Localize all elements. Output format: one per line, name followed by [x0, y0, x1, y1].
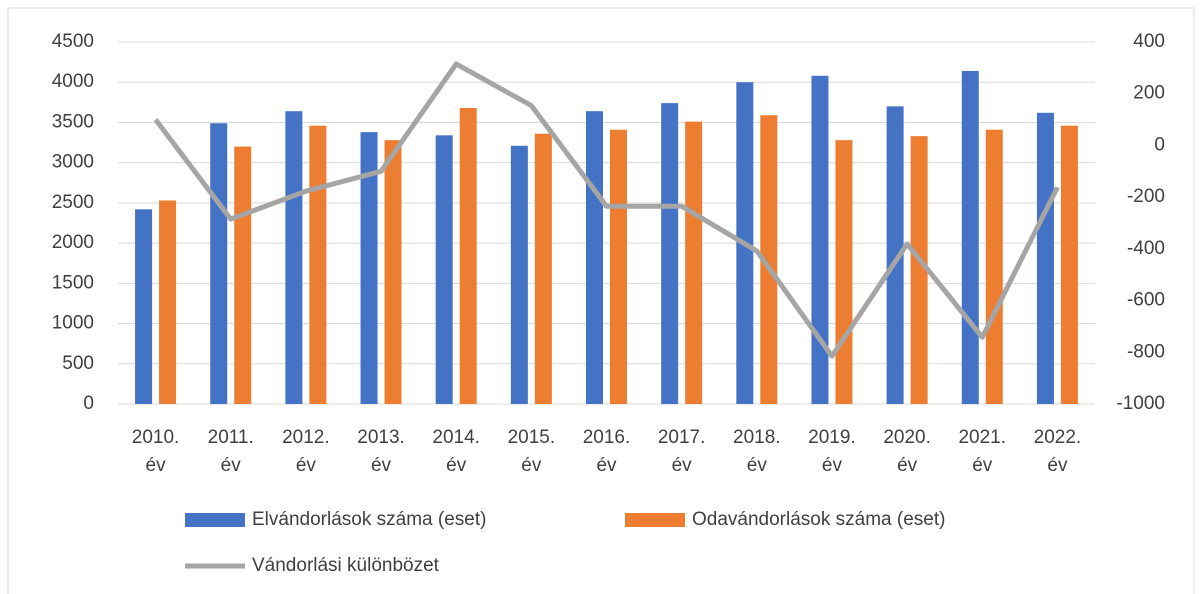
- x-tick-label: 2012. év: [282, 427, 330, 476]
- bar: [586, 111, 603, 404]
- x-tick-label: 2014. év: [432, 427, 480, 476]
- bar: [661, 103, 679, 404]
- x-tick-label: 2022. év: [1033, 427, 1082, 476]
- y-tick-label: 2500: [52, 192, 94, 213]
- x-tick-label: 2021. év: [958, 427, 1007, 476]
- x-tick-label: 2020. év: [883, 427, 931, 476]
- bar: [285, 111, 303, 404]
- x-tick-label: 2015. év: [507, 427, 556, 476]
- y-tick-label: 1500: [52, 272, 94, 293]
- y-tick-label: 4500: [52, 31, 94, 52]
- bar: [961, 70, 979, 405]
- chart-border: [7, 7, 1195, 594]
- bar: [985, 129, 1003, 404]
- bar: [210, 123, 228, 404]
- y2-tick-label: -600: [1127, 290, 1165, 311]
- y-tick-label: 2000: [52, 232, 94, 253]
- bar: [309, 125, 327, 404]
- x-tick-label: 2010. év: [131, 427, 180, 476]
- y2-tick-label: -200: [1127, 186, 1165, 207]
- x-tick-label: 2011. év: [207, 427, 254, 476]
- line-series: [153, 61, 1060, 359]
- bar: [384, 140, 402, 405]
- bar: [510, 145, 528, 405]
- bar: [886, 106, 904, 404]
- y2-tick-label: -400: [1127, 238, 1165, 259]
- bar: [534, 133, 552, 404]
- bar: [685, 121, 703, 404]
- y-tick-label: 3500: [52, 111, 94, 132]
- x-tick-label: 2016. év: [582, 427, 631, 476]
- y2-tick-label: 200: [1133, 83, 1165, 104]
- y-tick-label: 0: [83, 393, 94, 414]
- y-tick-label: 1000: [52, 313, 94, 334]
- legend-swatch: [625, 513, 685, 527]
- x-tick-label: 2017. év: [657, 427, 706, 476]
- bar: [459, 107, 477, 404]
- bar: [1060, 125, 1078, 404]
- x-tick-label: 2019. év: [808, 427, 856, 476]
- bar: [435, 135, 453, 404]
- bar: [234, 146, 252, 405]
- y2-tick-label: -800: [1127, 341, 1165, 362]
- bar: [610, 129, 627, 404]
- x-tick-label: 2013. év: [357, 427, 405, 476]
- legend-label: Vándorlási különbözet: [252, 555, 440, 576]
- legend-label: Elvándorlások száma (eset): [252, 509, 486, 530]
- y-tick-label: 500: [62, 353, 94, 374]
- bar: [135, 209, 153, 404]
- bar: [360, 132, 378, 404]
- y2-tick-label: 400: [1133, 31, 1165, 52]
- y-tick-label: 3000: [52, 152, 94, 173]
- legend-swatch: [185, 513, 245, 527]
- bar: [835, 140, 853, 405]
- bar: [1036, 112, 1054, 405]
- y2-tick-label: 0: [1154, 134, 1165, 155]
- legend-label: Odavándorlások száma (eset): [692, 509, 945, 530]
- y2-tick-label: -1000: [1116, 393, 1165, 414]
- bar: [811, 75, 829, 404]
- y-tick-label: 4000: [52, 71, 94, 92]
- x-tick-label: 2018. év: [733, 427, 781, 476]
- bar: [159, 200, 177, 404]
- bar: [910, 136, 928, 404]
- bar: [760, 115, 778, 405]
